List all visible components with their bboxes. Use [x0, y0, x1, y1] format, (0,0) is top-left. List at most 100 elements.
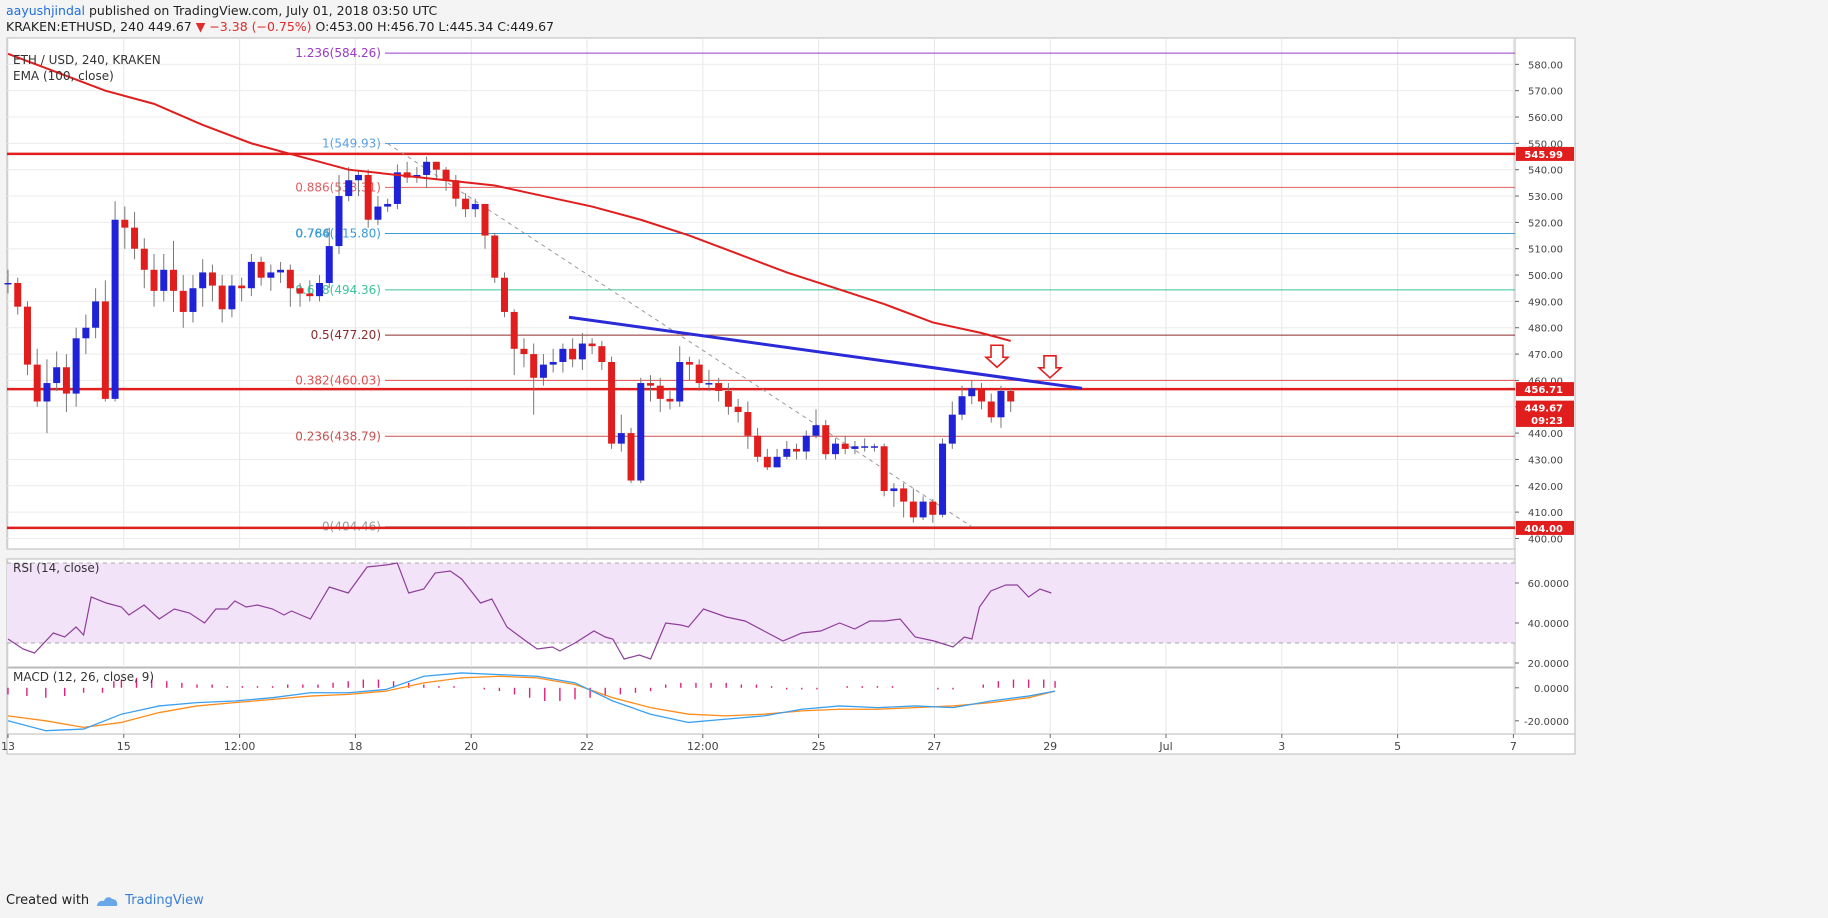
y-tick-label: 580.00 — [1528, 60, 1563, 71]
candle-body — [831, 443, 839, 455]
candle-body — [627, 433, 635, 481]
candle-body — [851, 446, 859, 449]
main-chart-title: ETH / USD, 240, KRAKEN — [13, 53, 161, 67]
fib-level-label: 0.886(533.31) — [295, 180, 381, 194]
price-tag-label: 404.00 — [1524, 524, 1563, 535]
rsi-y-tick-label: 40.0000 — [1528, 619, 1569, 630]
fib-level-label: 1(549.93) — [322, 137, 381, 151]
candle-body — [150, 269, 158, 291]
published-text: published on TradingView.com, July 01, 2… — [89, 3, 438, 18]
price-tag-bg — [1516, 520, 1574, 535]
symbol-line: KRAKEN:ETHUSD, 240 449.67 ▼ −3.38 (−0.75… — [6, 19, 554, 34]
candle-body — [364, 174, 372, 220]
x-tick-label: 13 — [1, 740, 15, 753]
candle-body — [500, 277, 508, 312]
candle-body — [666, 398, 674, 402]
candle-body — [82, 327, 90, 339]
candle-body — [218, 285, 226, 310]
candle-body — [695, 364, 703, 384]
tradingview-logo-icon — [97, 896, 118, 906]
candle-body — [23, 306, 31, 365]
candle-body — [4, 282, 12, 285]
x-tick-label: 15 — [117, 740, 131, 753]
trend-line — [568, 315, 1083, 390]
candle-body — [393, 172, 401, 204]
candle-body — [909, 501, 917, 518]
candle-body — [442, 169, 450, 181]
price-tag-label: 449.67 — [1524, 404, 1563, 415]
x-tick-label: 5 — [1394, 740, 1401, 753]
y-tick-label: 410.00 — [1528, 508, 1563, 519]
candle-body — [491, 235, 499, 278]
candle-body — [637, 383, 645, 481]
y-tick-label: 540.00 — [1528, 166, 1563, 177]
tradingview-brand[interactable]: TradingView — [125, 893, 204, 908]
candle-body — [744, 412, 752, 436]
x-tick-label: 22 — [580, 740, 594, 753]
x-tick-label: 29 — [1043, 740, 1057, 753]
candle-body — [423, 161, 431, 175]
candle-body — [92, 301, 100, 328]
candle-body — [14, 282, 22, 307]
candle-body — [997, 390, 1005, 418]
price-tag-bg — [1516, 146, 1574, 161]
x-tick-label: 12:00 — [687, 740, 719, 753]
candle-body — [199, 272, 207, 289]
created-with-label: Created with — [6, 893, 90, 908]
candle-body — [140, 248, 148, 270]
candle-body — [267, 272, 275, 278]
candle-body — [617, 433, 625, 444]
candle-body — [384, 203, 392, 207]
candle-body — [598, 346, 606, 362]
candle-body — [812, 425, 820, 436]
fib-label-0786: 0.786 — [296, 226, 330, 240]
candle-body — [549, 361, 557, 365]
x-tick-label: 27 — [927, 740, 941, 753]
price-change: ▼ −3.38 (−0.75%) — [195, 19, 312, 34]
candle-body — [325, 246, 333, 283]
candle-body — [62, 367, 70, 394]
candle-body — [588, 343, 596, 347]
x-tick-label: 20 — [464, 740, 478, 753]
candle-body — [481, 203, 489, 236]
candle-body — [958, 396, 966, 415]
candle-body — [345, 180, 353, 197]
last-price: 449.67 — [148, 19, 192, 34]
candle-body — [978, 388, 985, 402]
ema-indicator-label: EMA (100, close) — [13, 69, 114, 83]
time-axis — [6, 733, 1576, 755]
y-tick-label: 460.00 — [1528, 376, 1563, 387]
candle-body — [471, 203, 479, 210]
x-tick-label: 12:00 — [224, 740, 256, 753]
macd-signal-line — [7, 675, 1056, 729]
candle-body — [559, 348, 567, 362]
candle-body — [53, 367, 61, 384]
candle-body — [530, 354, 538, 378]
price-tag-bg — [1516, 382, 1574, 397]
candle-body — [160, 269, 168, 291]
symbol-label: KRAKEN:ETHUSD, 240 — [6, 19, 145, 34]
candle-body — [121, 219, 129, 228]
candle-body — [900, 488, 908, 502]
y-tick-label: 400.00 — [1528, 534, 1563, 545]
candle-body — [208, 272, 216, 286]
price-tag-label: 09:23 — [1531, 416, 1563, 427]
x-tick-label: Jul — [1158, 740, 1172, 753]
candle-body — [286, 269, 294, 289]
candle-body — [841, 443, 849, 449]
candle-body — [43, 383, 51, 402]
y-tick-label: 530.00 — [1528, 192, 1563, 203]
candle-body — [676, 361, 684, 402]
candle-body — [247, 261, 255, 289]
y-tick-label: 430.00 — [1528, 455, 1563, 466]
candle-body — [783, 448, 791, 457]
price-tag-label: 456.71 — [1524, 385, 1563, 396]
main-pane — [6, 37, 1516, 550]
author-link[interactable]: aayushjindal — [6, 3, 86, 18]
candle-body — [306, 293, 314, 297]
y-tick-label: 420.00 — [1528, 482, 1563, 493]
candle-body — [403, 172, 411, 178]
candle-body — [685, 361, 693, 365]
published-line: aayushjindal published on TradingView.co… — [6, 3, 554, 18]
